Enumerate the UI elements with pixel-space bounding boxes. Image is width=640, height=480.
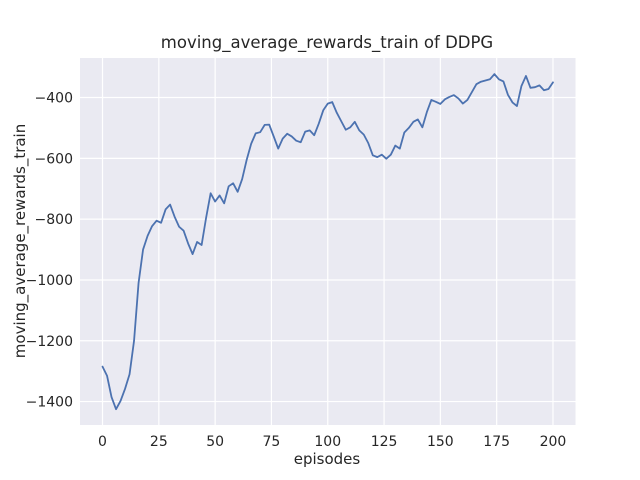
chart-title: moving_average_rewards_train of DDPG xyxy=(161,33,493,53)
x-tick-label: 150 xyxy=(427,434,454,450)
x-axis-label: episodes xyxy=(294,450,361,468)
y-tick-label: −1200 xyxy=(26,334,73,350)
y-tick-label: −1400 xyxy=(26,395,73,411)
x-tick-label: 125 xyxy=(371,434,398,450)
y-tick-label: −600 xyxy=(35,151,73,167)
data-series xyxy=(101,73,554,411)
y-tick-label: −800 xyxy=(35,212,73,228)
y-axis-tick-labels: −400 −600 −800 −1000 −1200 −1400 xyxy=(26,91,73,411)
x-tick-label: 100 xyxy=(314,434,341,450)
y-tick-label: −1000 xyxy=(26,273,73,289)
y-axis-label: moving_average_rewards_train xyxy=(11,124,30,358)
x-tick-label: 25 xyxy=(150,434,168,450)
x-axis-tick-labels: 0 25 50 75 100 125 150 175 200 xyxy=(98,434,566,450)
x-tick-label: 175 xyxy=(483,434,510,450)
x-tick-label: 0 xyxy=(98,434,107,450)
x-tick-label: 200 xyxy=(540,434,567,450)
x-tick-label: 50 xyxy=(206,434,224,450)
gridlines xyxy=(80,58,576,425)
x-tick-label: 75 xyxy=(263,434,281,450)
data-line xyxy=(101,73,554,411)
y-tick-label: −400 xyxy=(35,91,73,107)
